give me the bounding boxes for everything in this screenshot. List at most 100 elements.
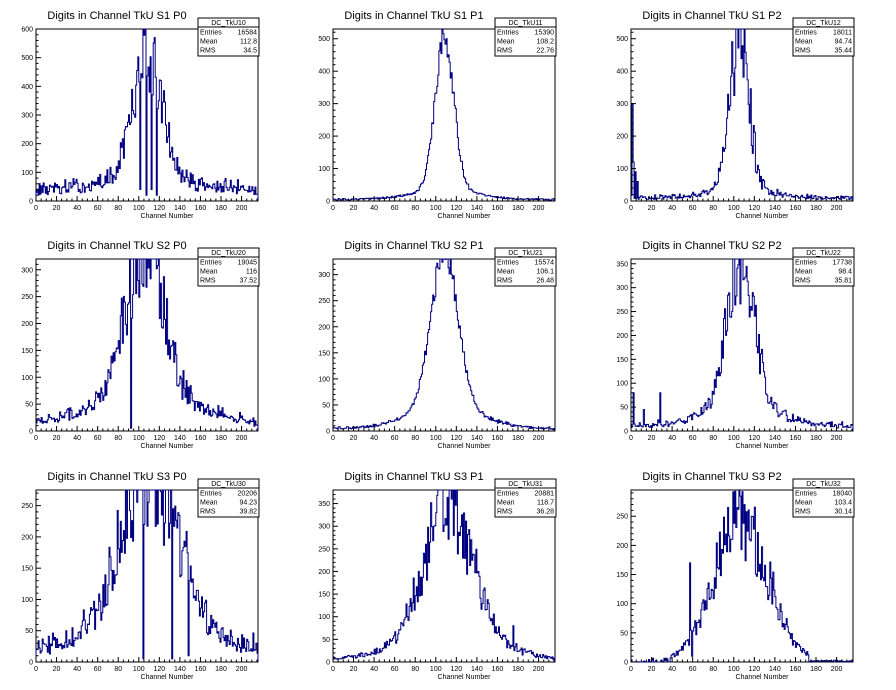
x-tick-label: 40 — [668, 205, 676, 212]
x-tick-label: 80 — [114, 666, 122, 673]
x-tick-label: 200 — [236, 205, 248, 212]
x-tick-label: 160 — [195, 435, 207, 442]
stats-name: DC_TkU30 — [211, 481, 246, 488]
x-tick-label: 40 — [73, 205, 81, 212]
chart-title: Digits in Channel TkU S3 P2 — [642, 471, 781, 483]
x-tick-label: 60 — [689, 435, 697, 442]
stats-value: 118.7 — [537, 500, 554, 507]
y-tick-label: 100 — [21, 375, 33, 382]
y-tick-label: 50 — [620, 630, 628, 637]
stats-key: Mean — [200, 269, 218, 276]
stats-name: DC_TkU20 — [211, 250, 246, 257]
x-tick-label: 200 — [831, 205, 843, 212]
x-tick-label: 180 — [215, 205, 227, 212]
stats-name: DC_TkU31 — [508, 481, 543, 488]
y-tick-label: 50 — [322, 402, 330, 409]
y-tick-label: 150 — [616, 357, 628, 364]
x-axis-label: Channel Number — [438, 674, 492, 681]
x-tick-label: 100 — [133, 435, 145, 442]
x-tick-label: 60 — [391, 666, 399, 673]
x-tick-label: 0 — [34, 205, 38, 212]
x-tick-label: 40 — [370, 666, 378, 673]
y-tick-label: 50 — [322, 637, 330, 644]
y-tick-label: 100 — [318, 376, 330, 383]
stats-box-frame — [197, 478, 260, 518]
stats-value: 26.48 — [536, 278, 554, 285]
stats-value: 35.81 — [834, 278, 852, 285]
x-tick-label: 20 — [350, 666, 358, 673]
x-tick-label: 180 — [512, 666, 524, 673]
y-tick-label: 150 — [616, 572, 628, 579]
x-tick-label: 140 — [174, 435, 186, 442]
stats-value: 20206 — [238, 491, 258, 498]
x-tick-label: 20 — [648, 435, 656, 442]
x-tick-label: 180 — [512, 435, 524, 442]
chart-title: Digits in Channel TkU S1 P1 — [344, 10, 483, 22]
x-tick-label: 80 — [114, 435, 122, 442]
x-tick-label: 60 — [94, 435, 102, 442]
stats-key: RMS — [795, 509, 811, 516]
x-tick-label: 140 — [471, 205, 483, 212]
stats-key: Mean — [497, 39, 515, 46]
y-tick-label: 250 — [21, 294, 33, 301]
histogram-panel-5: Digits in Channel TkU S2 P2 0 20 40 60 80 100 1… — [616, 240, 855, 450]
y-tick-label: 200 — [616, 543, 628, 550]
y-tick-label: 0 — [624, 199, 628, 206]
x-tick-label: 40 — [370, 435, 378, 442]
x-tick-label: 20 — [648, 205, 656, 212]
y-tick-label: 0 — [29, 199, 33, 206]
y-tick-label: 100 — [616, 381, 628, 388]
stats-box-frame — [494, 17, 557, 57]
x-tick-label: 200 — [533, 205, 545, 212]
x-tick-label: 60 — [94, 666, 102, 673]
x-tick-label: 200 — [236, 435, 248, 442]
stats-value: 30.14 — [834, 509, 852, 516]
x-tick-label: 100 — [430, 666, 442, 673]
stats-name: DC_TkU22 — [806, 250, 841, 257]
stats-box: DC_TkU22 Entries 17738 Mean 98.4 RMS 35.81 — [792, 247, 855, 287]
x-tick-label: 160 — [790, 666, 802, 673]
histogram-panel-8: Digits in Channel TkU S3 P2 0 20 40 60 80 100 1… — [616, 471, 855, 681]
y-tick-label: 0 — [624, 660, 628, 667]
x-tick-label: 100 — [133, 666, 145, 673]
y-tick-label: 200 — [21, 141, 33, 148]
stats-key: Mean — [497, 269, 515, 276]
x-tick-label: 180 — [512, 205, 524, 212]
x-tick-label: 20 — [350, 435, 358, 442]
x-tick-label: 160 — [195, 205, 207, 212]
x-tick-label: 160 — [790, 205, 802, 212]
x-axis-label: Channel Number — [438, 213, 492, 220]
y-tick-label: 300 — [318, 272, 330, 279]
histogram-panel-2: Digits in Channel TkU S1 P2 0 20 40 60 80 100 1… — [616, 10, 855, 220]
stats-box-frame — [197, 247, 260, 287]
y-tick-label: 150 — [318, 350, 330, 357]
histogram-series — [332, 29, 556, 201]
x-axis-label: Channel Number — [736, 213, 790, 220]
stats-key: Mean — [795, 269, 813, 276]
stats-key: Entries — [795, 260, 817, 267]
x-tick-label: 20 — [350, 205, 358, 212]
x-tick-label: 200 — [533, 666, 545, 673]
y-tick-label: 350 — [318, 501, 330, 508]
stats-value: 116 — [246, 269, 257, 276]
x-axis-label: Channel Number — [141, 674, 195, 681]
y-tick-label: 0 — [326, 660, 330, 667]
x-tick-label: 20 — [53, 205, 61, 212]
x-tick-label: 80 — [411, 205, 419, 212]
y-tick-label: 150 — [21, 348, 33, 355]
y-tick-label: 50 — [25, 402, 33, 409]
y-tick-label: 100 — [21, 170, 33, 177]
histogram-series — [332, 258, 556, 431]
x-tick-label: 60 — [94, 205, 102, 212]
stats-box-frame — [197, 17, 260, 57]
stats-key: Entries — [497, 491, 519, 498]
stats-name: DC_TkU10 — [211, 20, 246, 27]
stats-value: 34.5 — [243, 48, 257, 55]
x-tick-label: 140 — [174, 205, 186, 212]
histogram-panel-4: Digits in Channel TkU S2 P1 0 20 40 60 80 100 1… — [318, 240, 557, 450]
stats-value: 18040 — [833, 491, 853, 498]
y-tick-label: 200 — [318, 569, 330, 576]
stats-key: Entries — [497, 30, 519, 37]
stats-value: 108.2 — [536, 39, 554, 46]
stats-box: DC_TkU32 Entries 18040 Mean 103.4 RMS 30.14 — [792, 478, 855, 518]
